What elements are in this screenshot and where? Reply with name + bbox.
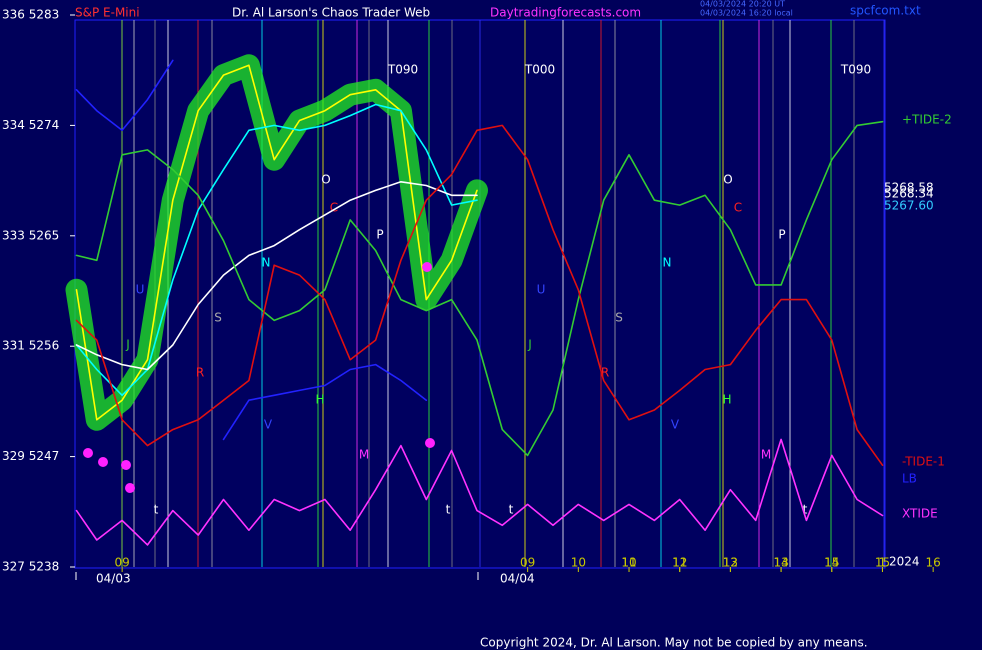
x-tick-label: 14 bbox=[773, 556, 788, 570]
cycle-marker: T090 bbox=[387, 63, 418, 77]
series-line bbox=[75, 181, 478, 371]
x-tick-label: 13 bbox=[723, 556, 738, 570]
x-tick-label: 09 bbox=[520, 556, 535, 570]
date-label: 04/04 bbox=[500, 572, 535, 586]
y-tick-label: 333 5265 bbox=[2, 228, 59, 242]
cycle-marker: U bbox=[136, 283, 145, 297]
cycle-marker: V bbox=[671, 418, 680, 432]
file-name: spcfcom.txt bbox=[850, 4, 921, 18]
cycle-marker: M bbox=[761, 448, 771, 462]
x-tick-label: 14 bbox=[824, 556, 839, 570]
series-line bbox=[75, 59, 428, 441]
x-tick-label: 11 bbox=[621, 556, 636, 570]
series-line bbox=[75, 103, 478, 397]
cycle-marker: t bbox=[803, 503, 808, 517]
x-tick-label: 13 bbox=[773, 556, 788, 570]
legend-label: +TIDE-2 bbox=[902, 113, 952, 127]
cycle-marker: P bbox=[778, 228, 785, 242]
price-label: 5268.34 bbox=[884, 186, 934, 200]
cycle-marker: S bbox=[214, 311, 222, 325]
chart-title: Dr. Al Larson's Chaos Trader Web bbox=[232, 6, 430, 20]
cycle-marker: C bbox=[330, 201, 338, 215]
x-tick-label: 15 bbox=[875, 556, 890, 570]
legend-label: XTIDE bbox=[902, 507, 938, 521]
cycle-marker: R bbox=[196, 366, 204, 380]
legend-label: -TIDE-1 bbox=[902, 455, 945, 469]
x-tick-label: 10 bbox=[621, 556, 636, 570]
cycle-marker: O bbox=[321, 173, 330, 187]
cycle-marker: J bbox=[527, 338, 532, 352]
cycle-marker: t bbox=[446, 503, 451, 517]
series-line bbox=[75, 64, 478, 421]
pivot-dot bbox=[125, 483, 135, 493]
y-tick-label: 336 5283 bbox=[2, 8, 59, 22]
cycle-marker: P bbox=[376, 228, 383, 242]
x-tick-label: 1 bbox=[879, 556, 887, 570]
pivot-dot bbox=[422, 262, 432, 272]
series-line bbox=[75, 124, 884, 466]
series-line bbox=[75, 120, 884, 457]
x-tick-label: 11 bbox=[672, 556, 687, 570]
cycle-marker: U bbox=[537, 283, 546, 297]
pivot-dot bbox=[121, 460, 131, 470]
site: Daytradingforecasts.com bbox=[490, 6, 641, 20]
cycle-marker: V bbox=[264, 418, 273, 432]
y-tick-label: 334 5274 bbox=[2, 118, 59, 132]
cycle-marker: T090 bbox=[840, 63, 871, 77]
x-tick-label: 16 bbox=[926, 556, 941, 570]
pivot-dot bbox=[425, 438, 435, 448]
year-label: 2024 bbox=[889, 555, 920, 569]
series-line bbox=[75, 438, 884, 546]
timestamp: 04/03/2024 20:20 UT bbox=[700, 0, 785, 9]
x-tick-label: 12 bbox=[672, 556, 687, 570]
cycle-marker: J bbox=[125, 338, 130, 352]
pivot-dot bbox=[83, 448, 93, 458]
price-label: 5268.58 bbox=[884, 180, 934, 194]
cycle-marker: H bbox=[315, 393, 324, 407]
x-tick-label: 09 bbox=[114, 556, 129, 570]
cycle-marker: N bbox=[262, 256, 271, 270]
copyright: Copyright 2024, Dr. Al Larson. May not b… bbox=[480, 636, 868, 650]
y-tick-label: 327 5238 bbox=[2, 560, 59, 574]
y-tick-label: 329 5247 bbox=[2, 449, 59, 463]
cycle-marker: t bbox=[509, 503, 514, 517]
cycle-marker: T000 bbox=[524, 63, 555, 77]
cycle-marker: C bbox=[734, 201, 742, 215]
x-tick-label: 15 bbox=[824, 556, 839, 570]
cycle-marker: O bbox=[723, 173, 732, 187]
y-tick-label: 331 5256 bbox=[2, 339, 59, 353]
cycle-marker: H bbox=[722, 393, 731, 407]
timestamp: 04/03/2024 16:20 local bbox=[700, 9, 793, 18]
price-label: 5267.60 bbox=[884, 198, 934, 212]
cycle-marker: R bbox=[601, 366, 609, 380]
cycle-marker: S bbox=[615, 311, 623, 325]
date-label: 04/03 bbox=[96, 572, 131, 586]
x-tick-label: 10 bbox=[571, 556, 586, 570]
cycle-marker: t bbox=[154, 503, 159, 517]
cycle-marker: M bbox=[359, 448, 369, 462]
pivot-dot bbox=[98, 457, 108, 467]
cycle-marker: N bbox=[663, 256, 672, 270]
legend-label: LB bbox=[902, 472, 917, 486]
x-tick-label: 12 bbox=[723, 556, 738, 570]
instrument: S&P E-Mini bbox=[75, 6, 140, 20]
